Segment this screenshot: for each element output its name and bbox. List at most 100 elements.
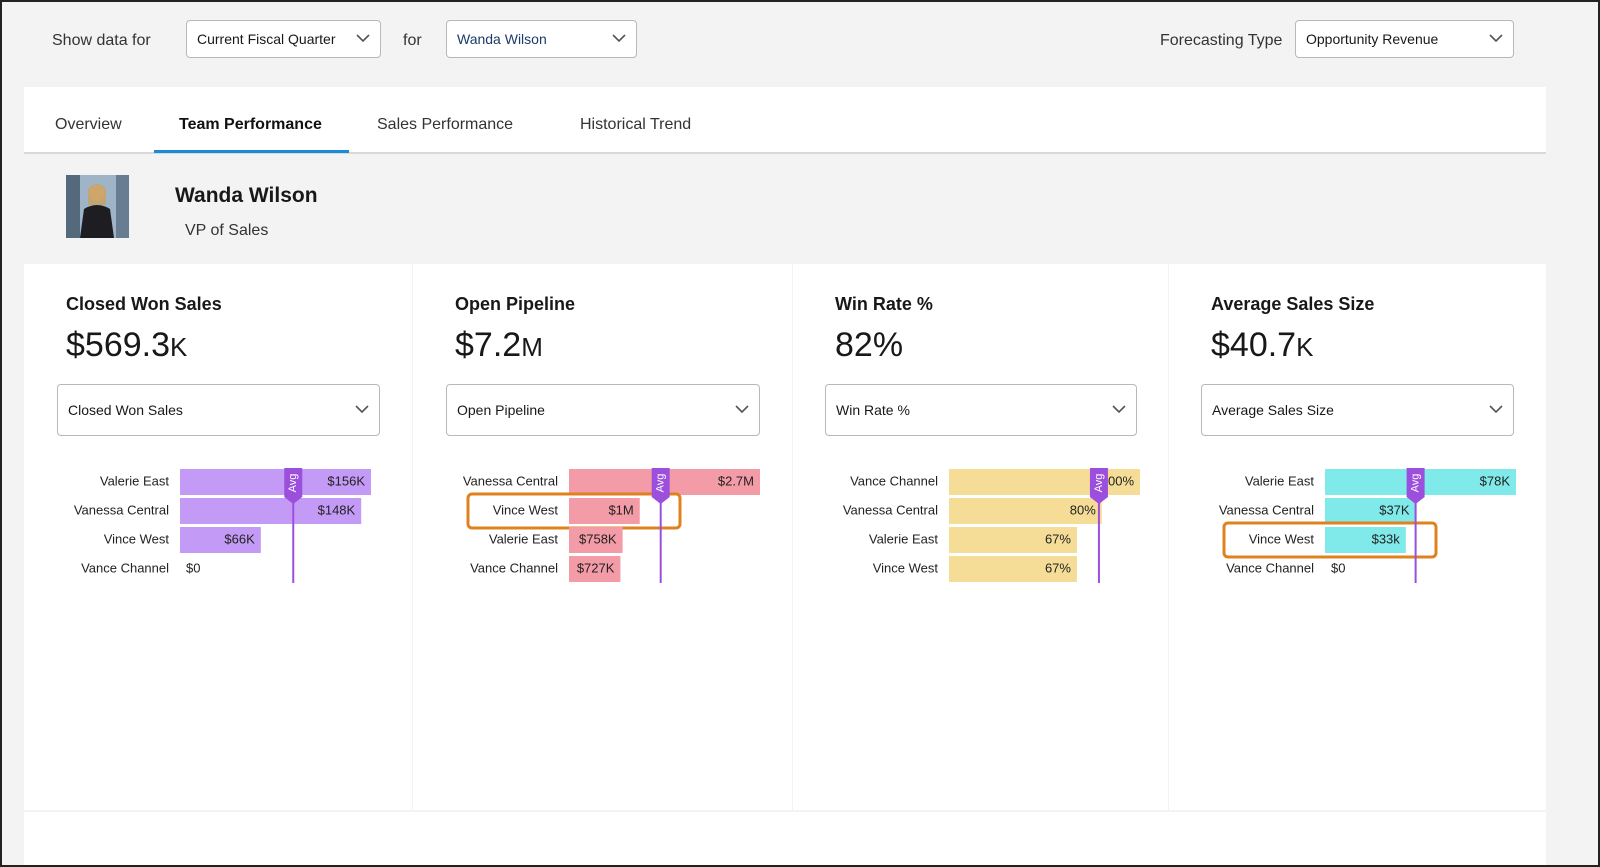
value-label: $0: [186, 560, 200, 575]
bar-chart: Valerie East $78K Vanessa Central $37K Vince…: [1219, 468, 1516, 583]
bar: [569, 498, 640, 524]
total-unit: K: [170, 332, 188, 362]
period-select[interactable]: Current Fiscal Quarter: [186, 20, 381, 58]
total-value: $569.3: [66, 326, 170, 364]
bar: [1325, 527, 1406, 553]
bar-chart: Vanessa Central $2.7M Vince West $1M Valerie…: [463, 468, 760, 583]
metric-select-value: Open Pipeline: [457, 402, 545, 418]
bar: [949, 556, 1077, 582]
chevron-path: [1489, 405, 1503, 414]
total-unit: M: [521, 332, 543, 362]
total-unit: K: [1296, 332, 1314, 362]
average-tag: [651, 468, 670, 504]
average-tag: [1406, 468, 1425, 504]
chevron: [735, 405, 749, 414]
category-label: Vince West: [493, 502, 559, 517]
category-label: Valerie East: [100, 473, 170, 488]
value-label: 100%: [1101, 473, 1135, 488]
tab-indicator: [154, 150, 349, 153]
metric-select-value: Closed Won Sales: [68, 402, 183, 418]
bar: [949, 498, 1102, 524]
total-value: $40.7: [1211, 326, 1297, 364]
total-value: 82%: [835, 326, 904, 364]
average-label: Avg: [1410, 474, 1422, 493]
avatar-image: [66, 175, 129, 238]
bar: [180, 527, 261, 553]
bar: [949, 527, 1077, 553]
profile-name: Wanda Wilson: [175, 184, 318, 207]
value-label: $156K: [327, 473, 365, 488]
card-total: $7.2M: [455, 326, 543, 365]
value-label: $37K: [1379, 502, 1410, 517]
category-label: Valerie East: [1245, 473, 1315, 488]
value-label: $727K: [577, 560, 615, 575]
filter-label: for: [403, 32, 422, 49]
average-tag: [1089, 468, 1108, 504]
metric-select[interactable]: Win Rate %: [825, 384, 1137, 436]
card-total: 82%: [835, 326, 903, 365]
metric-select-value: Win Rate %: [836, 402, 910, 418]
tab[interactable]: Team Performance: [179, 116, 322, 133]
value-label: $1M: [608, 502, 633, 517]
card-title: Average Sales Size: [1211, 294, 1375, 314]
chevron-path: [355, 405, 369, 414]
type-select[interactable]: Opportunity Revenue: [1295, 20, 1514, 58]
period-value: Current Fiscal Quarter: [197, 31, 336, 47]
metric-card: Closed Won Sales $569.3K Closed Won Sales V…: [24, 264, 412, 810]
chevron-path: [735, 405, 749, 414]
value-label: $0: [1331, 560, 1345, 575]
card-title: Open Pipeline: [455, 294, 576, 314]
category-label: Vance Channel: [850, 473, 938, 488]
tab[interactable]: Overview: [55, 116, 122, 133]
type-value: Opportunity Revenue: [1306, 31, 1439, 47]
bar: [180, 498, 362, 524]
metric-card: Win Rate % 82% Win Rate % Vance Channel 100%…: [793, 264, 1168, 810]
tab[interactable]: Sales Performance: [377, 116, 514, 133]
bar: [1325, 498, 1416, 524]
bar-chart: Valerie East $156K Vanessa Central $148K Vin…: [74, 468, 371, 583]
profile-title: VP of Sales: [185, 222, 269, 239]
person-value: Wanda Wilson: [457, 31, 547, 47]
value-label: $66K: [224, 531, 255, 546]
card-title: Closed Won Sales: [66, 294, 222, 314]
average-label: Avg: [287, 474, 299, 493]
category-label: Vance Channel: [1226, 560, 1314, 575]
category-label: Valerie East: [869, 531, 939, 546]
value-label: 80%: [1070, 502, 1096, 517]
chevron: [355, 405, 369, 414]
card-total: $569.3K: [66, 326, 187, 365]
bar: [180, 469, 371, 495]
chevron: [1112, 405, 1126, 414]
footer-panel: [24, 812, 1546, 865]
bar: [949, 469, 1140, 495]
bar-chart: Vance Channel 100% Vanessa Central 80% Valer…: [843, 468, 1140, 583]
category-label: Vance Channel: [81, 560, 169, 575]
metric-select[interactable]: Open Pipeline: [446, 384, 760, 436]
category-label: Vanessa Central: [463, 473, 558, 488]
chevron: [612, 34, 626, 43]
tab[interactable]: Historical Trend: [580, 116, 692, 133]
value-label: 67%: [1045, 531, 1071, 546]
person-select[interactable]: Wanda Wilson: [446, 20, 637, 58]
average-tag: [284, 468, 303, 504]
metric-select-value: Average Sales Size: [1212, 402, 1334, 418]
bar: [569, 556, 621, 582]
card-total: $40.7K: [1211, 326, 1313, 365]
metric-select[interactable]: Average Sales Size: [1201, 384, 1514, 436]
value-label: $148K: [318, 502, 356, 517]
chevron: [1489, 405, 1503, 414]
metric-select[interactable]: Closed Won Sales: [57, 384, 380, 436]
metric-card: Open Pipeline $7.2M Open Pipeline Vanessa C…: [413, 264, 792, 810]
category-label: Vanessa Central: [74, 502, 169, 517]
value-label: 67%: [1045, 560, 1071, 575]
category-label: Vince West: [104, 531, 170, 546]
total-value: $7.2: [455, 326, 522, 364]
category-label: Valerie East: [489, 531, 559, 546]
avatar: [66, 175, 129, 238]
metric-card: Average Sales Size $40.7K Average Sales Si…: [1169, 264, 1546, 810]
average-label: Avg: [655, 474, 667, 493]
average-label: Avg: [1093, 474, 1105, 493]
value-label: $758K: [579, 531, 617, 546]
chevron: [356, 34, 370, 43]
